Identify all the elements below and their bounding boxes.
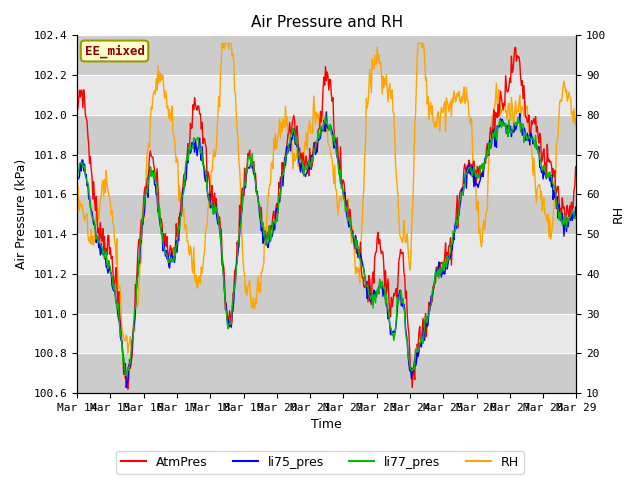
Legend: AtmPres, li75_pres, li77_pres, RH: AtmPres, li75_pres, li77_pres, RH: [116, 451, 524, 474]
Title: Air Pressure and RH: Air Pressure and RH: [251, 15, 403, 30]
Y-axis label: Air Pressure (kPa): Air Pressure (kPa): [15, 159, 28, 269]
Y-axis label: RH: RH: [612, 205, 625, 223]
X-axis label: Time: Time: [312, 419, 342, 432]
Bar: [77, 75, 577, 115]
Bar: [77, 234, 577, 274]
Text: EE_mixed: EE_mixed: [84, 44, 145, 58]
Bar: [77, 155, 577, 194]
Bar: [77, 313, 577, 353]
